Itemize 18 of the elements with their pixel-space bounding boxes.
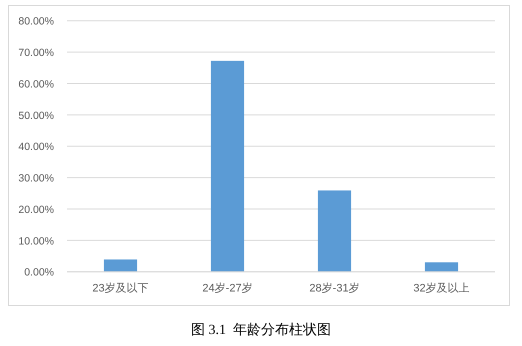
x-tick-label: 23岁及以下 [92,282,149,295]
y-tick-label: 40.00% [18,141,54,154]
y-tick-label: 20.00% [18,204,54,216]
y-tick-label: 10.00% [18,235,54,248]
bar [104,259,138,272]
y-tick-label: 70.00% [18,47,54,60]
x-tick-label: 24岁-27岁 [202,282,253,295]
y-tick-label: 60.00% [18,78,54,90]
bar [210,60,244,272]
y-tick-label: 0.00% [24,266,54,279]
y-tick-label: 50.00% [18,110,54,122]
y-tick-label: 30.00% [18,172,54,185]
bar [424,262,458,272]
x-tick-label: 28岁-31岁 [309,282,360,295]
text: 图 3.1 年龄分布柱状图 [191,322,331,338]
bar [318,190,352,272]
y-tick-label: 80.00% [18,16,54,28]
x-tick-label: 32岁及以上 [413,282,470,295]
